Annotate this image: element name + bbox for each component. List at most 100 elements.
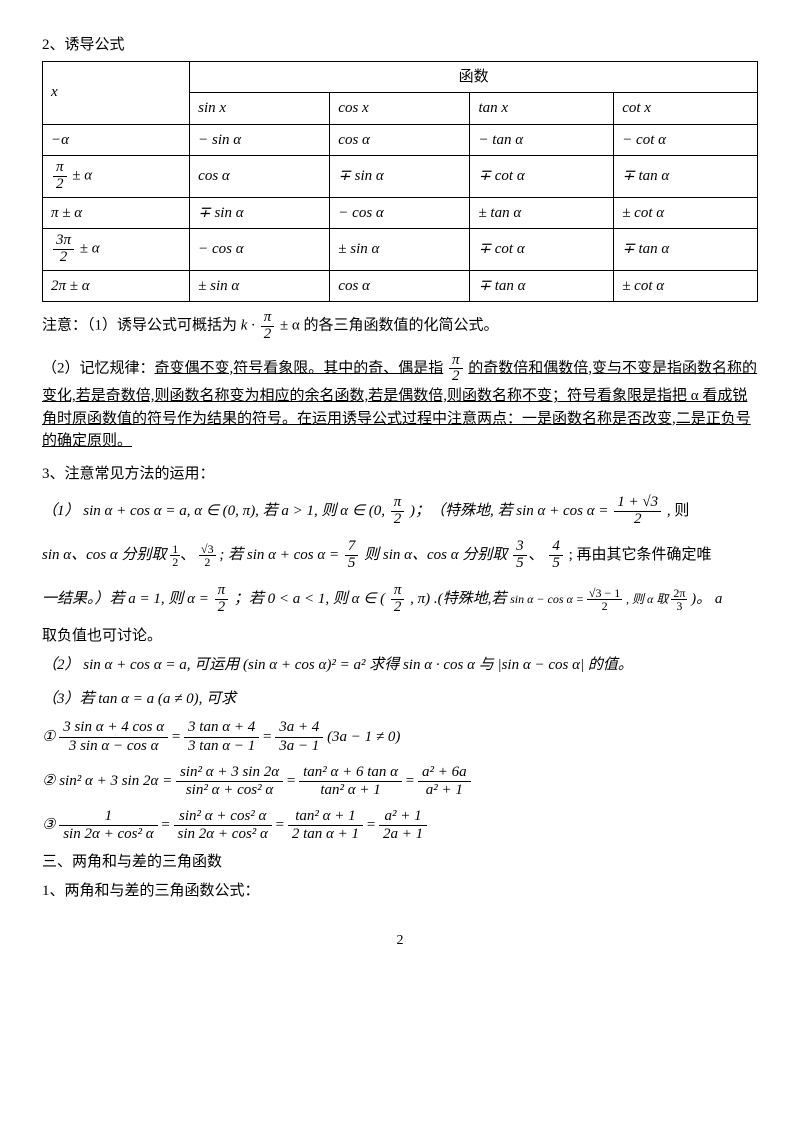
eq1f1n: 3 sin α + 4 cos α [59, 719, 168, 737]
eq1f2d: 3 tan α − 1 [184, 738, 259, 755]
eq2: ② sin² α + 3 sin 2α = sin² α + 3 sin 2αs… [42, 763, 758, 799]
row1-c4: − cot α [614, 124, 758, 156]
eq3f1d: sin 2α + cos² α [174, 826, 272, 843]
row4-c2: ± sin α [330, 229, 470, 271]
eq1f1d: 3 sin α − cos α [59, 738, 168, 755]
row5-c3: ∓ tan α [470, 270, 614, 302]
m1s5d: 5 [549, 556, 563, 572]
eq1-label: ① [42, 729, 55, 745]
note1-k: k · [241, 318, 255, 334]
m1f1d: 2 [391, 512, 405, 528]
m1s3d: 5 [345, 556, 359, 572]
eq3f3d: 2a + 1 [379, 826, 427, 843]
m1f4n: π [391, 583, 405, 600]
m1l2c: ; 再由其它条件确定唯 [569, 547, 712, 563]
row2-c3: ∓ cot α [470, 156, 614, 198]
eq3-label: ③ [42, 817, 59, 833]
col-tan: tan x [470, 93, 614, 125]
method1-line2: sin α、cos α 分别取 12、 √32 ; 若 sin α + cos … [42, 537, 758, 573]
m1f3n: π [215, 583, 229, 600]
m1s4d: 5 [513, 556, 527, 572]
col-x-header: x [43, 61, 190, 124]
row2-suf: ± α [69, 168, 93, 184]
row2-c4: ∓ tan α [614, 156, 758, 198]
m1b: )；（特殊地, 若 sin α + cos α = [410, 503, 612, 519]
row3-c4: ± cot α [614, 197, 758, 229]
m1f2n: 1 + √3 [614, 495, 661, 512]
m1sm1: sin α − cos α = [510, 592, 587, 606]
m1s2d: 2 [199, 556, 216, 568]
note1-suffix: ± α 的各三角函数值的化简公式。 [280, 318, 499, 334]
row4-c3: ∓ cot α [470, 229, 614, 271]
row1-c1: − sin α [190, 124, 330, 156]
m1l2mid: ; 若 sin α + cos α = [219, 547, 343, 563]
eq3f1n: sin² α + cos² α [174, 808, 272, 826]
m1l3b: ；若 0 < a < 1, 则 α ∈ ( [234, 591, 389, 607]
m1l2b: 则 sin α、cos α 分别取 [364, 547, 511, 563]
row5-c4: ± cot α [614, 270, 758, 302]
m1f2d: 2 [614, 512, 661, 528]
method1-line4: 取负值也可讨论。 [42, 625, 758, 648]
row4-num: 3π [53, 233, 74, 250]
note1-prefix: 注意：（1）诱导公式可概括为 [42, 318, 241, 334]
eq3f0n: 1 [59, 808, 157, 826]
row3-c3: ± tan α [470, 197, 614, 229]
eq2f1d: sin² α + cos² α [176, 782, 283, 799]
row4-x: 3π2 ± α [43, 229, 190, 271]
heading-induction: 2、诱导公式 [42, 34, 758, 57]
col-cot: cot x [614, 93, 758, 125]
note1: 注意：（1）诱导公式可概括为 k · π2 ± α 的各三角函数值的化简公式。 [42, 310, 758, 343]
m1s1d: 2 [170, 556, 180, 568]
row2-c1: cos α [190, 156, 330, 198]
row2-num: π [53, 160, 67, 177]
row1-c2: cos α [330, 124, 470, 156]
eq1f3n: 3a + 4 [275, 719, 323, 737]
eq2-label: ② sin² α + 3 sin 2α = [42, 773, 176, 789]
eq3f2d: 2 tan α + 1 [288, 826, 363, 843]
row3-c1: ∓ sin α [190, 197, 330, 229]
section3-heading: 三、两角和与差的三角函数 [42, 851, 758, 874]
note2-den: 2 [449, 369, 463, 385]
heading3: 3、注意常见方法的运用： [42, 463, 758, 486]
eq2f2n: tan² α + 6 tan α [299, 764, 402, 782]
row1-x: −α [43, 124, 190, 156]
row4-den: 2 [53, 250, 74, 266]
m1f1n: π [391, 495, 405, 512]
m1l3d: )。 a [691, 591, 722, 607]
m1l2a: sin α、cos α 分别取 [42, 547, 170, 563]
row4-suf: ± α [76, 241, 100, 257]
eq2f2d: tan² α + 1 [299, 782, 402, 799]
row4-c4: ∓ tan α [614, 229, 758, 271]
eq3f0d: sin 2α + cos² α [59, 826, 157, 843]
note2-prefix: （2）记忆规律： [42, 360, 155, 376]
m1l3c: , π) .(特殊地,若 [410, 591, 510, 607]
m1l3a: 一结果。）若 a = 1, 则 α = [42, 591, 213, 607]
induction-table: x 函数 sin x cos x tan x cot x −α − sin α … [42, 61, 758, 303]
method3: （3）若 tan α = a (a ≠ 0), 可求 [42, 688, 758, 711]
m1a: （1） sin α + cos α = a, α ∈ (0, π), 若 a >… [42, 503, 389, 519]
col-cos: cos x [330, 93, 470, 125]
section3-1: 1、两角和与差的三角函数公式： [42, 880, 758, 903]
note1-num: π [261, 310, 275, 327]
eq1: ① 3 sin α + 4 cos α3 sin α − cos α = 3 t… [42, 719, 758, 755]
eq3f3n: a² + 1 [379, 808, 427, 826]
note2-num: π [449, 353, 463, 370]
method2: （2） sin α + cos α = a, 可运用 (sin α + cos … [42, 654, 758, 677]
m1c: , 则 [667, 503, 690, 519]
eq2f3d: a² + 1 [418, 782, 471, 799]
m1s5n: 4 [549, 539, 563, 556]
row5-c1: ± sin α [190, 270, 330, 302]
row1-c3: − tan α [470, 124, 614, 156]
m1sm2: , 则 α 取 [626, 592, 671, 606]
m1sf2d: 3 [671, 600, 687, 612]
m1s3n: 7 [345, 539, 359, 556]
row3-x: π ± α [43, 197, 190, 229]
note2: （2）记忆规律：奇变偶不变,符号看象限。其中的奇、偶是指 π2 的奇数倍和偶数倍… [42, 353, 758, 453]
eq2f3n: a² + 6a [418, 764, 471, 782]
eq2f1n: sin² α + 3 sin 2α [176, 764, 283, 782]
row2-x: π2 ± α [43, 156, 190, 198]
eq3f2n: tan² α + 1 [288, 808, 363, 826]
note1-den: 2 [261, 327, 275, 343]
col-sin: sin x [190, 93, 330, 125]
m1s4b: 、 [529, 547, 544, 563]
